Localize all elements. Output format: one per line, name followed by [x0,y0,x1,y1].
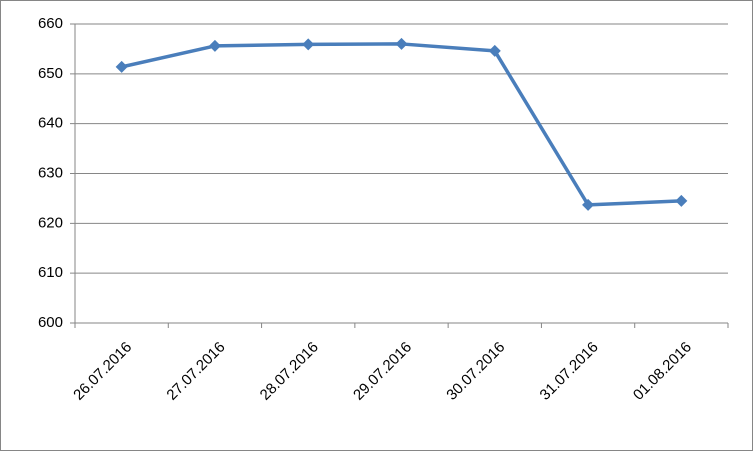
marker [302,38,315,51]
marker [582,198,595,211]
marker [488,44,501,57]
y-tick-label: 660 [38,15,63,32]
marker [675,194,688,207]
y-tick-label: 630 [38,164,63,181]
y-tick-label: 620 [38,214,63,231]
marker [208,39,221,52]
y-tick-label: 610 [38,264,63,281]
marker [395,37,408,50]
y-tick-label: 640 [38,115,63,132]
marker [115,60,128,73]
y-tick-label: 600 [38,314,63,331]
y-tick-label: 650 [38,65,63,82]
